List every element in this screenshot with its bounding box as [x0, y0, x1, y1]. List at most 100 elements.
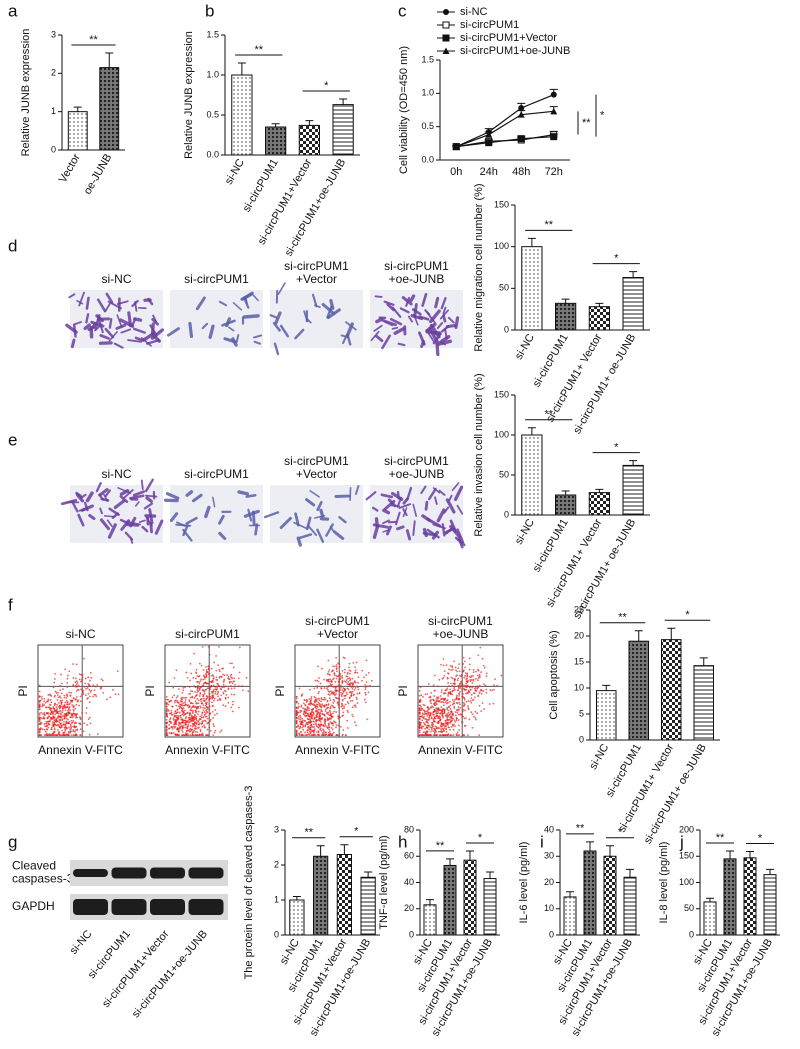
event [310, 704, 312, 706]
event [233, 680, 235, 682]
event [428, 734, 430, 736]
event [171, 732, 173, 734]
image-label: si-NC [66, 627, 96, 641]
event [361, 680, 363, 682]
event [179, 712, 181, 714]
event [216, 713, 218, 715]
event [343, 657, 345, 659]
event [332, 665, 334, 667]
image-label: +Vector [317, 627, 358, 641]
event [444, 698, 446, 700]
event [209, 654, 211, 656]
bar [484, 879, 496, 935]
event [191, 719, 193, 721]
y-tick-label: 0 [274, 929, 279, 939]
event [422, 717, 424, 719]
event [455, 715, 457, 717]
bar [314, 856, 328, 935]
event [61, 730, 63, 732]
event [317, 719, 319, 721]
event [166, 706, 168, 708]
event [446, 689, 448, 691]
event [304, 715, 306, 717]
event [205, 689, 207, 691]
event [175, 699, 177, 701]
event [186, 734, 188, 736]
event [192, 712, 194, 714]
event [433, 709, 435, 711]
cell [377, 319, 382, 321]
event [39, 696, 41, 698]
event [203, 698, 205, 700]
error-bar [562, 299, 570, 303]
event [44, 723, 46, 725]
event [52, 734, 54, 736]
event [41, 717, 43, 719]
event [304, 732, 306, 734]
y-tick-label: 10 [574, 682, 584, 692]
event [474, 697, 476, 699]
y-axis-label: IL-8 level (pg/ml) [658, 842, 670, 924]
event [71, 722, 73, 724]
event [333, 720, 335, 722]
event [61, 683, 63, 685]
event [345, 675, 347, 677]
row-label: GAPDH [12, 899, 55, 913]
event [212, 717, 214, 719]
event [109, 696, 111, 698]
axis-label: Annexin V-FITC [295, 743, 380, 757]
event [204, 714, 206, 716]
event [50, 713, 52, 715]
event [352, 662, 354, 664]
micrograph-bg [170, 290, 263, 348]
event [426, 693, 428, 695]
x-tick-label: 48h [512, 166, 530, 178]
event [449, 691, 451, 693]
event [458, 695, 460, 697]
event [70, 728, 72, 730]
event [71, 715, 73, 717]
event [344, 669, 346, 671]
legend-marker [443, 9, 449, 15]
event [472, 727, 474, 729]
event [348, 684, 350, 686]
event [330, 690, 332, 692]
event [462, 663, 464, 665]
event [49, 694, 51, 696]
event [75, 685, 77, 687]
event [185, 732, 187, 734]
event [477, 675, 479, 677]
event [75, 715, 77, 717]
event [204, 693, 206, 695]
event [57, 711, 59, 713]
event [202, 696, 204, 698]
event [224, 674, 226, 676]
event [242, 689, 244, 691]
event [67, 733, 69, 735]
event [470, 711, 472, 713]
event [420, 686, 422, 688]
event [196, 694, 198, 696]
event [180, 700, 182, 702]
error-bar [528, 428, 536, 435]
event [459, 703, 461, 705]
event [452, 669, 454, 671]
event [60, 719, 62, 721]
event [201, 726, 203, 728]
cell [398, 492, 399, 498]
event [71, 734, 73, 736]
event [39, 714, 41, 716]
event [184, 723, 186, 725]
event [467, 734, 469, 736]
event [424, 734, 426, 736]
event [339, 688, 341, 690]
event [88, 684, 90, 686]
bar [464, 860, 476, 935]
event [430, 707, 432, 709]
panel-letter: a [8, 1, 18, 20]
event [196, 718, 198, 720]
event [86, 724, 88, 726]
event [467, 707, 469, 709]
error-bar [340, 845, 348, 855]
event [70, 731, 72, 733]
